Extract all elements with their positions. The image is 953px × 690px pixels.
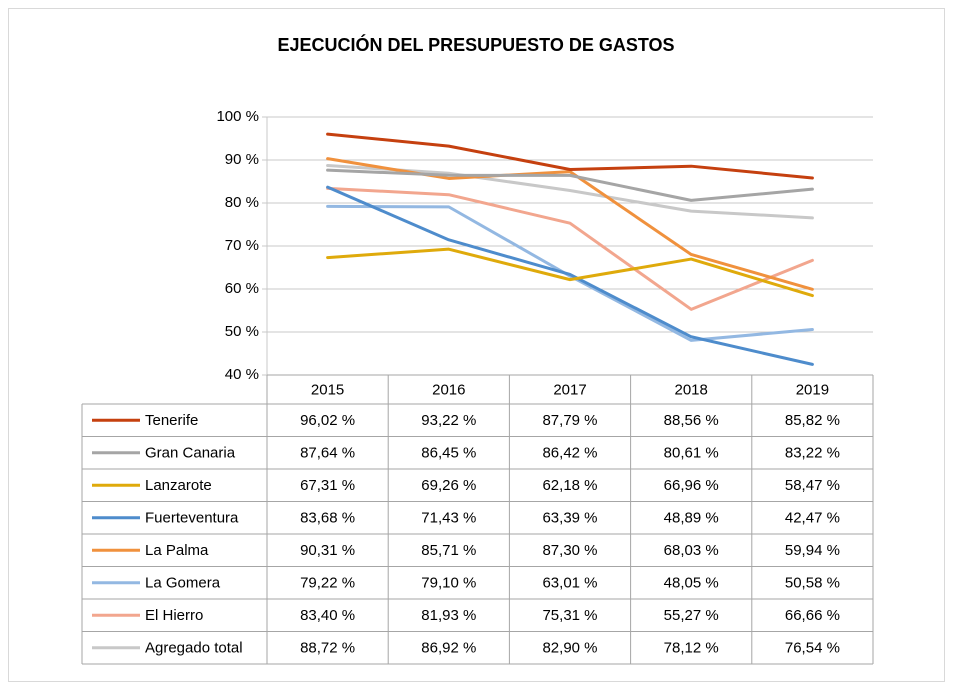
data-label: 50,58 % — [785, 575, 840, 592]
series-line — [326, 132, 814, 180]
data-label: 86,92 % — [421, 640, 476, 657]
x-tick-label: 2019 — [796, 381, 829, 398]
data-label: 59,94 % — [785, 542, 840, 559]
data-label: 85,71 % — [421, 542, 476, 559]
data-label: 71,43 % — [421, 510, 476, 527]
data-label: 86,45 % — [421, 445, 476, 462]
y-tick-label: 40 % — [225, 366, 259, 383]
data-label: 85,82 % — [785, 412, 840, 429]
data-label: 93,22 % — [421, 412, 476, 429]
legend-label: Gran Canaria — [145, 445, 236, 462]
data-label: 69,26 % — [421, 477, 476, 494]
data-label: 75,31 % — [542, 607, 597, 624]
data-label: 76,54 % — [785, 640, 840, 657]
data-label: 83,68 % — [300, 510, 355, 527]
y-tick-label: 90 % — [225, 151, 259, 168]
data-label: 88,56 % — [664, 412, 719, 429]
y-tick-label: 80 % — [225, 194, 259, 211]
data-label: 63,01 % — [542, 575, 597, 592]
data-label: 48,89 % — [664, 510, 719, 527]
data-label: 82,90 % — [542, 640, 597, 657]
data-label: 87,30 % — [542, 542, 597, 559]
data-label: 86,42 % — [542, 445, 597, 462]
legend-label: La Palma — [145, 542, 209, 559]
x-tick-label: 2015 — [311, 381, 344, 398]
x-tick-label: 2018 — [675, 381, 708, 398]
legend-label: Agregado total — [145, 640, 243, 657]
series-line — [326, 247, 814, 298]
data-label: 81,93 % — [421, 607, 476, 624]
data-label: 79,22 % — [300, 575, 355, 592]
data-label: 88,72 % — [300, 640, 355, 657]
data-label: 87,79 % — [542, 412, 597, 429]
data-label: 55,27 % — [664, 607, 719, 624]
chart-title: EJECUCIÓN DEL PRESUPUESTO DE GASTOS — [277, 34, 674, 55]
series-line — [326, 186, 814, 311]
y-tick-label: 50 % — [225, 323, 259, 340]
series-line — [326, 168, 814, 202]
data-label: 96,02 % — [300, 412, 355, 429]
data-label: 66,96 % — [664, 477, 719, 494]
legend-label: Tenerife — [145, 412, 198, 429]
x-tick-label: 2017 — [553, 381, 586, 398]
y-tick-label: 60 % — [225, 280, 259, 297]
y-tick-label: 100 % — [216, 108, 259, 125]
data-label: 58,47 % — [785, 477, 840, 494]
data-label: 83,22 % — [785, 445, 840, 462]
legend-label: La Gomera — [145, 575, 221, 592]
series-line — [326, 157, 814, 291]
y-tick-label: 70 % — [225, 237, 259, 254]
data-label: 87,64 % — [300, 445, 355, 462]
data-label: 90,31 % — [300, 542, 355, 559]
x-tick-label: 2016 — [432, 381, 465, 398]
data-label: 66,66 % — [785, 607, 840, 624]
chart-border — [8, 8, 945, 682]
data-label: 80,61 % — [664, 445, 719, 462]
data-label: 48,05 % — [664, 575, 719, 592]
data-label: 78,12 % — [664, 640, 719, 657]
data-label: 67,31 % — [300, 477, 355, 494]
legend-label: El Hierro — [145, 607, 203, 624]
data-label: 79,10 % — [421, 575, 476, 592]
data-label: 83,40 % — [300, 607, 355, 624]
series-line — [326, 185, 814, 366]
data-label: 63,39 % — [542, 510, 597, 527]
data-label: 42,47 % — [785, 510, 840, 527]
legend-label: Lanzarote — [145, 477, 212, 494]
data-label: 68,03 % — [664, 542, 719, 559]
data-label: 62,18 % — [542, 477, 597, 494]
legend-label: Fuerteventura — [145, 510, 239, 527]
